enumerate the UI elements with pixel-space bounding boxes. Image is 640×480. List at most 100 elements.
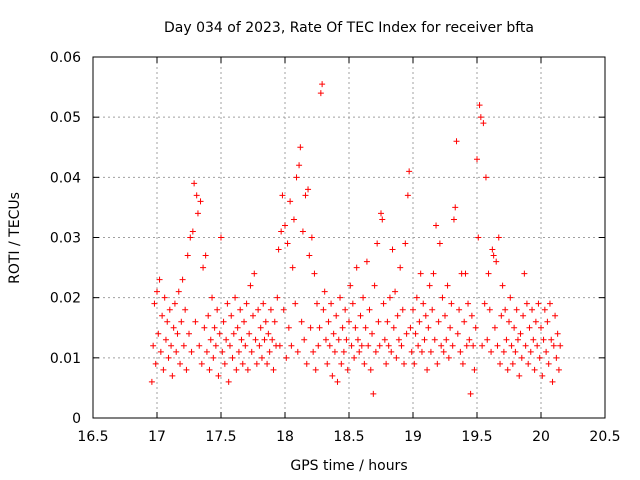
data-point bbox=[453, 138, 460, 145]
data-point bbox=[250, 312, 256, 319]
data-point bbox=[299, 228, 306, 235]
data-point bbox=[338, 360, 345, 367]
axis-ticks: 16.5 17 17.5 18 18.5 19 19.5 20 20.5 0 0.01 0.02 0.0… bbox=[50, 50, 621, 445]
data-point bbox=[321, 288, 328, 295]
data-point bbox=[504, 366, 511, 373]
data-point bbox=[174, 330, 181, 337]
data-point bbox=[410, 306, 416, 313]
data-point bbox=[513, 306, 520, 313]
data-point bbox=[255, 306, 262, 313]
data-point bbox=[498, 312, 505, 319]
data-point bbox=[482, 174, 489, 181]
data-point bbox=[275, 246, 282, 253]
data-point bbox=[169, 372, 176, 379]
data-point bbox=[474, 156, 480, 163]
data-point bbox=[356, 348, 363, 355]
data-point bbox=[262, 318, 269, 325]
data-point bbox=[192, 318, 199, 325]
data-point bbox=[302, 192, 309, 199]
data-point bbox=[206, 366, 213, 373]
data-point bbox=[439, 294, 446, 301]
data-point bbox=[415, 342, 422, 349]
data-point bbox=[397, 264, 404, 271]
data-point bbox=[358, 342, 365, 349]
data-point bbox=[218, 234, 224, 241]
data-point bbox=[393, 354, 400, 361]
data-point bbox=[511, 324, 518, 331]
data-point bbox=[310, 348, 317, 355]
data-point bbox=[334, 378, 341, 385]
data-point bbox=[207, 336, 214, 343]
data-point bbox=[494, 342, 501, 349]
data-point bbox=[173, 348, 180, 355]
data-point bbox=[340, 348, 347, 355]
data-point bbox=[452, 204, 459, 211]
data-point bbox=[178, 318, 185, 325]
data-point bbox=[557, 342, 564, 349]
data-point bbox=[555, 366, 562, 373]
data-point bbox=[366, 306, 373, 313]
data-point bbox=[521, 270, 528, 277]
data-point bbox=[468, 312, 475, 319]
data-point bbox=[319, 81, 326, 88]
data-point bbox=[226, 342, 233, 349]
data-point bbox=[486, 306, 493, 313]
data-point bbox=[316, 324, 323, 331]
data-point bbox=[418, 348, 425, 355]
data-point bbox=[499, 282, 506, 289]
data-point bbox=[545, 360, 552, 367]
data-point bbox=[465, 300, 472, 307]
data-point bbox=[507, 294, 514, 301]
x-tick-label: 17.5 bbox=[205, 429, 236, 445]
y-tick-label: 0.05 bbox=[50, 110, 81, 126]
data-point bbox=[421, 336, 428, 343]
data-point bbox=[461, 318, 468, 325]
data-point bbox=[326, 342, 333, 349]
data-point bbox=[534, 342, 541, 349]
data-point bbox=[506, 318, 512, 325]
data-point bbox=[166, 306, 173, 313]
data-point bbox=[314, 300, 320, 307]
data-point bbox=[177, 360, 184, 367]
data-point bbox=[425, 324, 432, 331]
data-point bbox=[280, 306, 287, 313]
data-point bbox=[454, 330, 461, 337]
data-point bbox=[266, 348, 273, 355]
data-point bbox=[532, 318, 539, 325]
data-point bbox=[360, 294, 367, 301]
data-point bbox=[416, 318, 423, 325]
data-point bbox=[394, 312, 401, 319]
data-point bbox=[386, 294, 393, 301]
data-point bbox=[267, 306, 274, 313]
data-point bbox=[489, 246, 496, 253]
data-point bbox=[488, 348, 495, 355]
data-point bbox=[235, 348, 242, 355]
data-point bbox=[495, 234, 502, 241]
data-point bbox=[475, 234, 482, 241]
data-point bbox=[333, 312, 340, 319]
data-point bbox=[228, 312, 235, 319]
data-point bbox=[211, 324, 218, 331]
data-point bbox=[500, 348, 507, 355]
data-point bbox=[252, 336, 259, 343]
data-point bbox=[502, 306, 509, 313]
data-point bbox=[347, 282, 354, 289]
y-tick-label: 0.03 bbox=[50, 231, 81, 247]
data-point bbox=[168, 342, 175, 349]
data-point bbox=[193, 192, 200, 199]
data-point bbox=[398, 342, 405, 349]
x-tick-label: 19 bbox=[404, 429, 422, 445]
data-point bbox=[440, 348, 447, 355]
data-point bbox=[527, 348, 534, 355]
data-point bbox=[456, 306, 463, 313]
data-point bbox=[303, 360, 310, 367]
data-point bbox=[548, 336, 555, 343]
data-point bbox=[282, 222, 288, 229]
data-point bbox=[445, 354, 452, 361]
data-point bbox=[430, 270, 437, 277]
data-point bbox=[438, 342, 445, 349]
data-point bbox=[526, 324, 533, 331]
data-point bbox=[253, 360, 260, 367]
data-point bbox=[435, 318, 442, 325]
data-point bbox=[328, 300, 335, 307]
